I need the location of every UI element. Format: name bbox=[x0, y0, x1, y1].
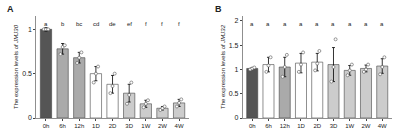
svg-text:4W: 4W bbox=[175, 123, 184, 129]
svg-text:a: a bbox=[44, 21, 48, 27]
svg-text:a: a bbox=[299, 21, 303, 27]
svg-text:4W: 4W bbox=[378, 123, 387, 129]
svg-text:1: 1 bbox=[28, 26, 32, 33]
svg-text:The expression levels of JMJ30: The expression levels of JMJ30 bbox=[13, 24, 19, 109]
svg-text:b: b bbox=[61, 21, 65, 27]
svg-text:f: f bbox=[178, 21, 180, 27]
svg-text:a: a bbox=[364, 21, 368, 27]
svg-text:bc: bc bbox=[76, 21, 82, 27]
svg-text:0.5: 0.5 bbox=[229, 90, 239, 97]
svg-text:a: a bbox=[266, 21, 270, 27]
svg-text:0.5: 0.5 bbox=[22, 70, 32, 77]
svg-text:1: 1 bbox=[235, 66, 239, 73]
svg-text:A: A bbox=[7, 4, 14, 14]
svg-text:2D: 2D bbox=[313, 123, 321, 129]
svg-text:6h: 6h bbox=[59, 123, 66, 129]
svg-text:a: a bbox=[315, 21, 319, 27]
svg-text:3D: 3D bbox=[330, 123, 338, 129]
svg-text:B: B bbox=[215, 4, 222, 14]
svg-text:6h: 6h bbox=[265, 123, 272, 129]
svg-text:2W: 2W bbox=[158, 123, 167, 129]
svg-text:2W: 2W bbox=[362, 123, 371, 129]
svg-text:de: de bbox=[109, 21, 116, 27]
svg-text:2D: 2D bbox=[109, 123, 117, 129]
svg-text:f: f bbox=[161, 21, 163, 27]
svg-text:12h: 12h bbox=[74, 123, 84, 129]
svg-text:0: 0 bbox=[28, 114, 32, 121]
svg-text:a: a bbox=[250, 21, 254, 27]
svg-text:cd: cd bbox=[93, 21, 99, 27]
svg-text:a: a bbox=[380, 21, 384, 27]
svg-text:0: 0 bbox=[235, 114, 239, 121]
svg-text:2: 2 bbox=[235, 17, 239, 24]
svg-text:0h: 0h bbox=[43, 123, 50, 129]
svg-text:a: a bbox=[348, 21, 352, 27]
svg-text:ef: ef bbox=[127, 21, 132, 27]
svg-text:The expression levels of JMJ32: The expression levels of JMJ32 bbox=[220, 24, 226, 109]
svg-text:1.5: 1.5 bbox=[229, 42, 239, 49]
svg-text:0h: 0h bbox=[249, 123, 256, 129]
svg-text:a: a bbox=[283, 21, 287, 27]
svg-text:3D: 3D bbox=[125, 123, 133, 129]
svg-text:a: a bbox=[331, 21, 335, 27]
svg-text:1D: 1D bbox=[92, 123, 100, 129]
svg-text:1D: 1D bbox=[297, 123, 305, 129]
svg-text:1W: 1W bbox=[141, 123, 150, 129]
svg-text:f: f bbox=[145, 21, 147, 27]
svg-text:12h: 12h bbox=[280, 123, 290, 129]
svg-text:1W: 1W bbox=[345, 123, 354, 129]
